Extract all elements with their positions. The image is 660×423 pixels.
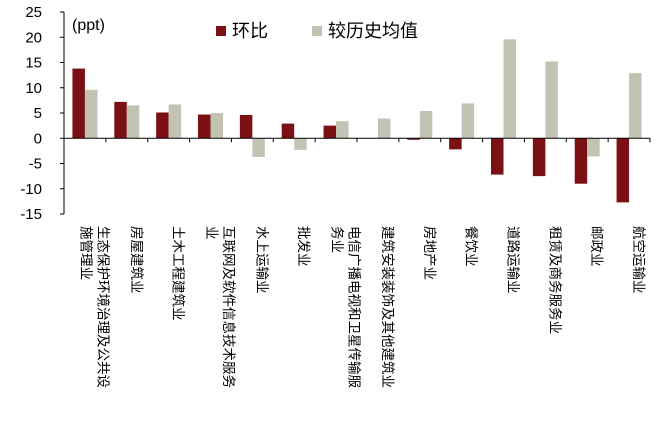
x-category-label: 租赁及商务服务业 xyxy=(546,226,562,334)
x-category-label-line: 房地产业 xyxy=(421,226,437,280)
bar-hist-1 xyxy=(126,105,140,139)
bar-hist-8 xyxy=(419,110,433,139)
x-category-label-line: 生态保护环境治理及公共设 xyxy=(94,226,110,388)
bar-mom-12 xyxy=(574,138,588,184)
bar-mom-5 xyxy=(281,123,295,139)
bar-mom-11 xyxy=(532,138,546,177)
bars xyxy=(72,39,642,203)
bar-hist-9 xyxy=(461,103,475,139)
bar-mom-9 xyxy=(449,138,462,150)
y-tick-label: -15 xyxy=(20,206,42,223)
x-category-label-line: 业 xyxy=(203,226,219,240)
bar-hist-2 xyxy=(168,104,182,139)
bar-hist-11 xyxy=(545,61,558,139)
bar-hist-12 xyxy=(587,138,600,157)
bar-hist-13 xyxy=(629,73,642,139)
x-category-label-line: 施管理业 xyxy=(77,226,93,280)
x-category-label-line: 务业 xyxy=(329,226,345,253)
bar-hist-10 xyxy=(503,39,516,139)
bar-hist-4 xyxy=(252,138,265,157)
bar-mom-3 xyxy=(198,114,211,139)
x-category-label-line: 餐饮业 xyxy=(463,226,479,267)
legend-swatch xyxy=(312,26,322,36)
x-category-label-line: 航空运输业 xyxy=(630,226,646,294)
bar-hist-7 xyxy=(377,118,391,139)
y-tick-label: 25 xyxy=(25,4,42,21)
x-category-label: 餐饮业 xyxy=(463,226,479,267)
y-tick-label: -5 xyxy=(29,156,42,173)
y-tick-label: 20 xyxy=(25,29,42,46)
bar-mom-8 xyxy=(407,138,420,140)
bar-mom-4 xyxy=(239,115,253,139)
x-category-label: 土木工程建筑业 xyxy=(170,226,186,321)
bar-mom-13 xyxy=(616,138,630,203)
x-category-label-line: 互联网及软件信息技术服务 xyxy=(220,226,237,388)
x-category-label-line: 房屋建筑业 xyxy=(128,226,144,294)
bar-hist-0 xyxy=(84,89,98,139)
legend: 环比 较历史均值 xyxy=(216,21,418,42)
bar-mom-6 xyxy=(323,125,337,139)
zero-line xyxy=(63,137,651,143)
x-category-label: 房地产业 xyxy=(421,226,437,280)
y-tick-label: 15 xyxy=(25,55,42,72)
bar-hist-6 xyxy=(336,121,349,139)
x-category-label: 道路运输业 xyxy=(505,226,521,294)
x-category-label: 邮政业 xyxy=(588,226,604,267)
y-axis-label: (ppt) xyxy=(72,17,105,34)
legend-label: 较历史均值 xyxy=(328,21,418,42)
legend-label: 环比 xyxy=(232,21,268,42)
x-category-label-line: 电信广播电视和卫星传输服 xyxy=(346,226,362,388)
legend-swatch xyxy=(216,26,226,36)
x-category-label: 水上运输业 xyxy=(253,226,269,294)
y-tick-label: 0 xyxy=(34,130,42,147)
x-category-label-line: 水上运输业 xyxy=(253,226,269,294)
x-category-label-line: 土木工程建筑业 xyxy=(170,226,186,321)
bar-mom-1 xyxy=(114,101,127,139)
bar-hist-5 xyxy=(294,138,307,150)
bar-mom-0 xyxy=(72,68,85,139)
x-category-label: 建筑安装装饰及其他建筑业 xyxy=(379,226,395,388)
x-category-label-line: 租赁及商务服务业 xyxy=(546,226,562,334)
x-category-label: 航空运输业 xyxy=(630,226,646,294)
bar-hist-3 xyxy=(210,113,223,139)
y-tick-label: 10 xyxy=(25,80,42,97)
y-axis: -15 -10 -5 0 5 10 15 20 25 xyxy=(20,4,65,223)
x-category-label-line: 邮政业 xyxy=(588,226,604,267)
y-tick-label: 5 xyxy=(34,105,42,122)
x-category-label-line: 批发业 xyxy=(295,226,311,267)
bar-mom-2 xyxy=(156,112,169,139)
x-category-label: 房屋建筑业 xyxy=(128,226,144,294)
y-tick-label: -10 xyxy=(20,181,42,198)
x-category-label-line: 建筑安装装饰及其他建筑业 xyxy=(379,226,395,388)
x-category-label: 批发业 xyxy=(295,226,311,267)
x-category-label-line: 道路运输业 xyxy=(505,226,521,294)
bar-mom-10 xyxy=(491,138,504,175)
